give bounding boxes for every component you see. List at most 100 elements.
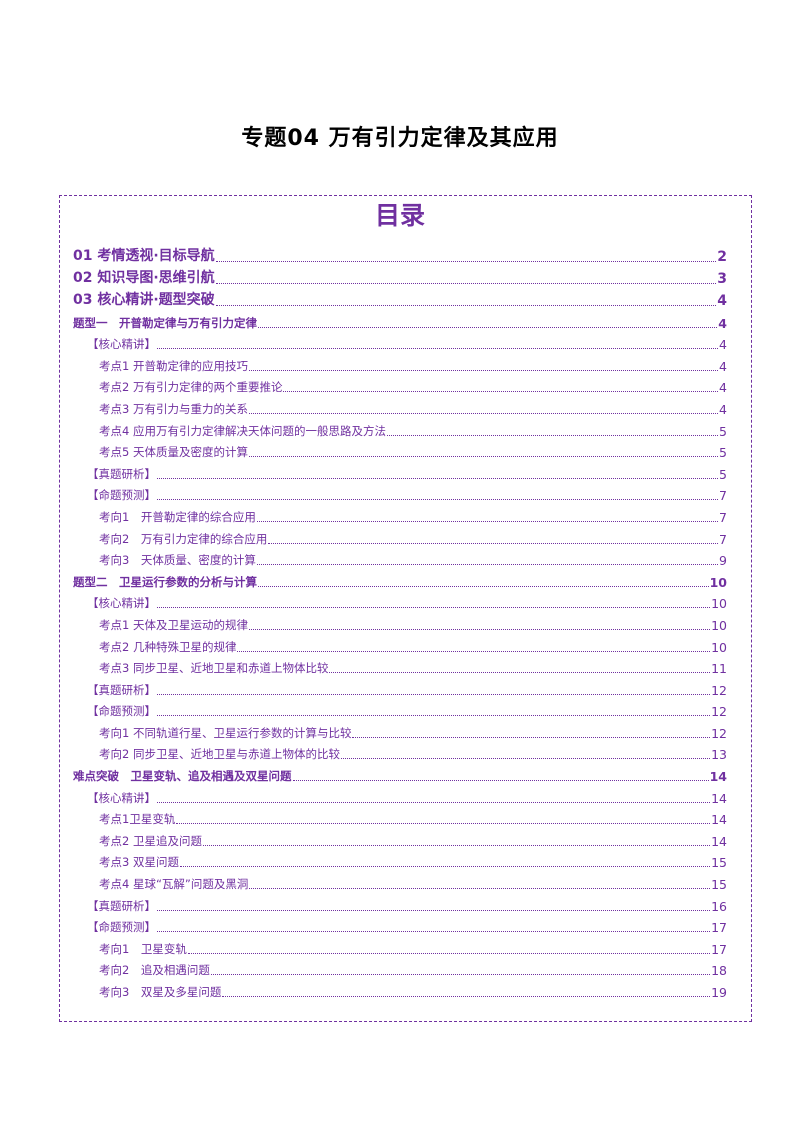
toc-entry-label: 【核心精讲】 <box>87 337 156 352</box>
toc-entry[interactable]: 考向2 万有引力定律的综合应用 7 <box>73 525 727 547</box>
toc-entry-label: 难点突破 卫星变轨、追及相遇及双星问题 <box>73 769 292 784</box>
toc-entry[interactable]: 考向1 开普勒定律的综合应用 7 <box>73 503 727 525</box>
toc-entry[interactable]: 考点1 天体及卫星运动的规律 10 <box>73 611 727 633</box>
toc-entry[interactable]: 题型一 开普勒定律与万有引力定律 4 <box>73 309 727 331</box>
dot-leader <box>248 628 711 630</box>
toc-entry[interactable]: 02 知识导图·思维引航 3 <box>73 265 727 287</box>
dot-leader <box>248 369 719 371</box>
dot-leader <box>258 326 718 328</box>
toc-entry-label: 【真题研析】 <box>87 682 156 697</box>
toc-entry[interactable]: 考向2 同步卫星、近地卫星与赤道上物体的比较 13 <box>73 741 727 762</box>
toc-entry[interactable]: 考向2 追及相遇问题 18 <box>73 957 727 979</box>
toc-entry[interactable]: 考点2 卫星追及问题 14 <box>73 827 727 849</box>
dot-leader <box>157 909 711 911</box>
dot-leader <box>256 520 719 522</box>
toc-entry-label: 【命题预测】 <box>87 704 156 719</box>
toc-entry-label: 【核心精讲】 <box>87 790 156 805</box>
dot-leader <box>157 607 711 609</box>
toc-entry-page-number: 15 <box>711 877 727 893</box>
dot-leader <box>258 585 709 587</box>
toc-entry[interactable]: 【真题研析】 5 <box>73 460 727 482</box>
toc-entry[interactable]: 题型二 卫星运行参数的分析与计算 10 <box>73 568 727 590</box>
toc-entry[interactable]: 【核心精讲】 4 <box>73 331 727 352</box>
dot-leader <box>352 736 711 738</box>
toc-entry[interactable]: 考点3 双星问题 15 <box>73 849 727 871</box>
toc-entry-page-number: 7 <box>719 488 727 504</box>
toc-entry-page-number: 12 <box>711 725 727 741</box>
toc-entry[interactable]: 【核心精讲】 10 <box>73 590 727 612</box>
toc-entry-page-number: 2 <box>717 249 727 265</box>
toc-entry-label: 考点2 万有引力定律的两个重要推论 <box>99 380 283 395</box>
toc-entry-page-number: 19 <box>711 985 727 1000</box>
dot-leader <box>157 715 711 717</box>
toc-entry[interactable]: 考向1 卫星变轨 17 <box>73 935 727 957</box>
dot-leader <box>237 650 711 652</box>
dot-leader <box>340 758 711 760</box>
toc-entry[interactable]: 01 考情透视·目标导航 2 <box>73 243 727 265</box>
toc-entry-page-number: 10 <box>711 617 727 633</box>
toc-entry-label: 题型二 卫星运行参数的分析与计算 <box>73 574 257 589</box>
toc-entry[interactable]: 【核心精讲】 14 <box>73 784 727 806</box>
dot-leader <box>329 672 711 674</box>
toc-entry-label: 考点3 万有引力与重力的关系 <box>99 401 248 416</box>
toc-entry-label: 考点4 星球“瓦解”问题及黑洞 <box>99 877 249 892</box>
toc-entry-page-number: 18 <box>711 963 727 979</box>
toc-entry-label: 考点1 天体及卫星运动的规律 <box>99 617 248 632</box>
toc-entry-page-number: 16 <box>711 898 727 914</box>
toc-entry[interactable]: 考向3 双星及多星问题 19 <box>73 978 727 1000</box>
toc-entry-page-number: 15 <box>711 855 727 871</box>
toc-entry-label: 【命题预测】 <box>87 488 156 503</box>
toc-entry[interactable]: 考点3 同步卫星、近地卫星和赤道上物体比较 11 <box>73 655 727 677</box>
toc-entry-label: 考向2 追及相遇问题 <box>99 963 210 978</box>
toc-entry-page-number: 11 <box>711 661 727 677</box>
toc-entry-label: 考点3 双星问题 <box>99 855 179 870</box>
toc-entry-page-number: 12 <box>711 682 727 698</box>
toc-entry[interactable]: 考点3 万有引力与重力的关系 4 <box>73 395 727 417</box>
toc-entry-label: 考点4 应用万有引力定律解决天体问题的一般思路及方法 <box>99 423 386 438</box>
toc-entry-label: 考点2 卫星追及问题 <box>99 833 202 848</box>
toc-entry[interactable]: 03 核心精讲·题型突破 4 <box>73 287 727 309</box>
toc-entry[interactable]: 【命题预测】 7 <box>73 482 727 504</box>
toc-entry[interactable]: 难点突破 卫星变轨、追及相遇及双星问题 14 <box>73 762 727 784</box>
dot-leader <box>157 348 719 350</box>
toc-entry[interactable]: 【命题预测】 17 <box>73 914 727 936</box>
toc-entry-label: 考点5 天体质量及密度的计算 <box>99 445 248 460</box>
toc-entry-page-number: 5 <box>719 423 727 439</box>
toc-entry[interactable]: 【真题研析】 16 <box>73 892 727 914</box>
dot-leader <box>187 952 711 954</box>
toc-entry[interactable]: 考点4 应用万有引力定律解决天体问题的一般思路及方法 5 <box>73 417 727 439</box>
toc-entry-label: 【核心精讲】 <box>87 596 156 611</box>
dot-leader <box>215 283 717 284</box>
toc-entry-label: 考向3 双星及多星问题 <box>99 985 222 999</box>
toc-entry-page-number: 17 <box>711 920 727 936</box>
toc-entry[interactable]: 考点2 万有引力定律的两个重要推论 4 <box>73 374 727 396</box>
toc-entry[interactable]: 考点4 星球“瓦解”问题及黑洞 15 <box>73 870 727 892</box>
toc-entry-label: 01 考情透视·目标导航 <box>73 248 215 264</box>
dot-leader <box>222 996 711 997</box>
toc-entry[interactable]: 【真题研析】 12 <box>73 676 727 698</box>
dot-leader <box>179 866 711 868</box>
toc-entry-page-number: 14 <box>711 790 727 806</box>
dot-leader <box>157 801 711 803</box>
toc-entry[interactable]: 考点1 开普勒定律的应用技巧 4 <box>73 352 727 374</box>
dot-leader <box>248 412 719 414</box>
toc-entry[interactable]: 考向1 不同轨道行星、卫星运行参数的计算与比较 12 <box>73 719 727 741</box>
toc-entry[interactable]: 考点1卫星变轨 14 <box>73 806 727 827</box>
toc-entry-page-number: 3 <box>717 271 727 287</box>
toc-entry[interactable]: 【命题预测】 12 <box>73 698 727 720</box>
toc-entry-page-number: 7 <box>719 509 727 525</box>
toc-entry-page-number: 4 <box>719 358 727 374</box>
dot-leader <box>215 305 717 306</box>
toc-entry-label: 【真题研析】 <box>87 466 156 481</box>
toc-entry-page-number: 10 <box>711 596 727 612</box>
toc-entry-page-number: 10 <box>711 639 727 655</box>
toc-entry-page-number: 7 <box>719 531 727 547</box>
dot-leader <box>157 931 711 933</box>
toc-entry[interactable]: 考向3 天体质量、密度的计算 9 <box>73 547 727 568</box>
toc-entry-label: 考向1 开普勒定律的综合应用 <box>99 509 256 524</box>
toc-entry[interactable]: 考点2 几种特殊卫星的规律 10 <box>73 633 727 655</box>
toc-entry-label: 【真题研析】 <box>87 898 156 913</box>
toc-entry[interactable]: 考点5 天体质量及密度的计算 5 <box>73 439 727 460</box>
toc-entry-page-number: 12 <box>711 704 727 720</box>
toc-entry-page-number: 4 <box>719 380 727 396</box>
